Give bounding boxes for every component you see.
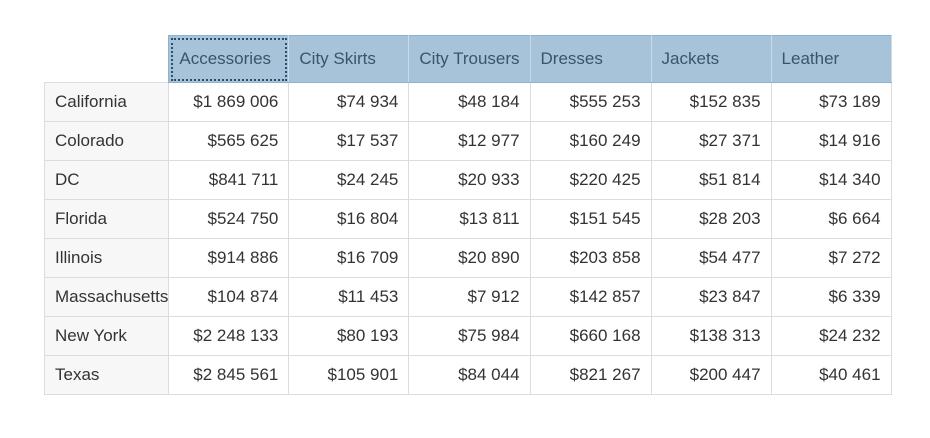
row-header[interactable]: New York [43, 316, 170, 356]
data-cell[interactable]: $20 890 [408, 238, 531, 278]
data-cell[interactable]: $2 248 133 [168, 316, 290, 356]
data-cell[interactable]: $28 203 [651, 199, 772, 239]
data-cell[interactable]: $24 232 [771, 316, 892, 356]
data-cell[interactable]: $12 977 [408, 121, 531, 161]
column-header-accessories[interactable]: Accessories [168, 35, 290, 83]
data-cell[interactable]: $84 044 [408, 355, 531, 395]
data-cell[interactable]: $105 901 [288, 355, 410, 395]
data-cell[interactable]: $555 253 [530, 82, 652, 122]
row-header[interactable]: California [43, 82, 170, 122]
corner-cell [44, 35, 169, 83]
table-row: Texas $2 845 561 $105 901 $84 044 $821 267 $2… [43, 355, 892, 395]
data-cell[interactable]: $14 340 [771, 160, 892, 200]
table-row: Massachusetts $104 874 $11 453 $7 912 $142 8… [43, 277, 892, 317]
data-cell[interactable]: $151 545 [530, 199, 652, 239]
column-header-leather[interactable]: Leather [771, 35, 892, 83]
data-cell[interactable]: $142 857 [530, 277, 652, 317]
data-cell[interactable]: $160 249 [530, 121, 652, 161]
data-cell[interactable]: $11 453 [288, 277, 410, 317]
data-cell[interactable]: $6 339 [771, 277, 892, 317]
data-cell[interactable]: $16 804 [288, 199, 410, 239]
data-cell[interactable]: $20 933 [408, 160, 531, 200]
table-row: DC $841 711 $24 245 $20 933 $220 425 $51 814 $… [43, 160, 892, 200]
table-row: New York $2 248 133 $80 193 $75 984 $660 168… [43, 316, 892, 356]
row-header[interactable]: Texas [43, 355, 170, 395]
data-cell[interactable]: $104 874 [168, 277, 290, 317]
data-cell[interactable]: $51 814 [651, 160, 772, 200]
data-cell[interactable]: $16 709 [288, 238, 410, 278]
row-header[interactable]: Illinois [43, 238, 170, 278]
data-cell[interactable]: $6 664 [771, 199, 892, 239]
pivot-grid: Accessories City Skirts City Trousers Dr… [43, 35, 892, 395]
grid-body: California $1 869 006 $74 934 $48 184 $555 2… [43, 82, 892, 395]
data-cell[interactable]: $13 811 [408, 199, 531, 239]
data-cell[interactable]: $220 425 [530, 160, 652, 200]
data-cell[interactable]: $17 537 [288, 121, 410, 161]
row-header[interactable]: Colorado [43, 121, 170, 161]
row-header[interactable]: Massachusetts [43, 277, 170, 317]
data-cell[interactable]: $138 313 [651, 316, 772, 356]
table-row: California $1 869 006 $74 934 $48 184 $555 2… [43, 82, 892, 122]
data-cell[interactable]: $7 912 [408, 277, 531, 317]
row-header[interactable]: DC [43, 160, 170, 200]
data-cell[interactable]: $27 371 [651, 121, 772, 161]
column-header-city-trousers[interactable]: City Trousers [408, 35, 531, 83]
table-row: Colorado $565 625 $17 537 $12 977 $160 249 $2… [43, 121, 892, 161]
data-cell[interactable]: $80 193 [288, 316, 410, 356]
data-cell[interactable]: $821 267 [530, 355, 652, 395]
row-header[interactable]: Florida [43, 199, 170, 239]
data-cell[interactable]: $23 847 [651, 277, 772, 317]
table-row: Illinois $914 886 $16 709 $20 890 $203 858 $5… [43, 238, 892, 278]
data-cell[interactable]: $48 184 [408, 82, 531, 122]
data-cell[interactable]: $2 845 561 [168, 355, 290, 395]
data-cell[interactable]: $660 168 [530, 316, 652, 356]
data-cell[interactable]: $1 869 006 [168, 82, 290, 122]
data-cell[interactable]: $73 189 [771, 82, 892, 122]
data-cell[interactable]: $75 984 [408, 316, 531, 356]
data-cell[interactable]: $841 711 [168, 160, 290, 200]
column-header-city-skirts[interactable]: City Skirts [288, 35, 410, 83]
data-cell[interactable]: $565 625 [168, 121, 290, 161]
column-header-dresses[interactable]: Dresses [530, 35, 652, 83]
data-cell[interactable]: $524 750 [168, 199, 290, 239]
data-cell[interactable]: $74 934 [288, 82, 410, 122]
data-cell[interactable]: $24 245 [288, 160, 410, 200]
data-cell[interactable]: $200 447 [651, 355, 772, 395]
data-cell[interactable]: $7 272 [771, 238, 892, 278]
column-header-row: Accessories City Skirts City Trousers Dr… [44, 35, 892, 83]
column-header-jackets[interactable]: Jackets [651, 35, 772, 83]
data-cell[interactable]: $40 461 [771, 355, 892, 395]
data-cell[interactable]: $203 858 [530, 238, 652, 278]
data-cell[interactable]: $152 835 [651, 82, 772, 122]
data-cell[interactable]: $914 886 [168, 238, 290, 278]
data-cell[interactable]: $14 916 [771, 121, 892, 161]
table-row: Florida $524 750 $16 804 $13 811 $151 545 $28… [43, 199, 892, 239]
data-cell[interactable]: $54 477 [651, 238, 772, 278]
